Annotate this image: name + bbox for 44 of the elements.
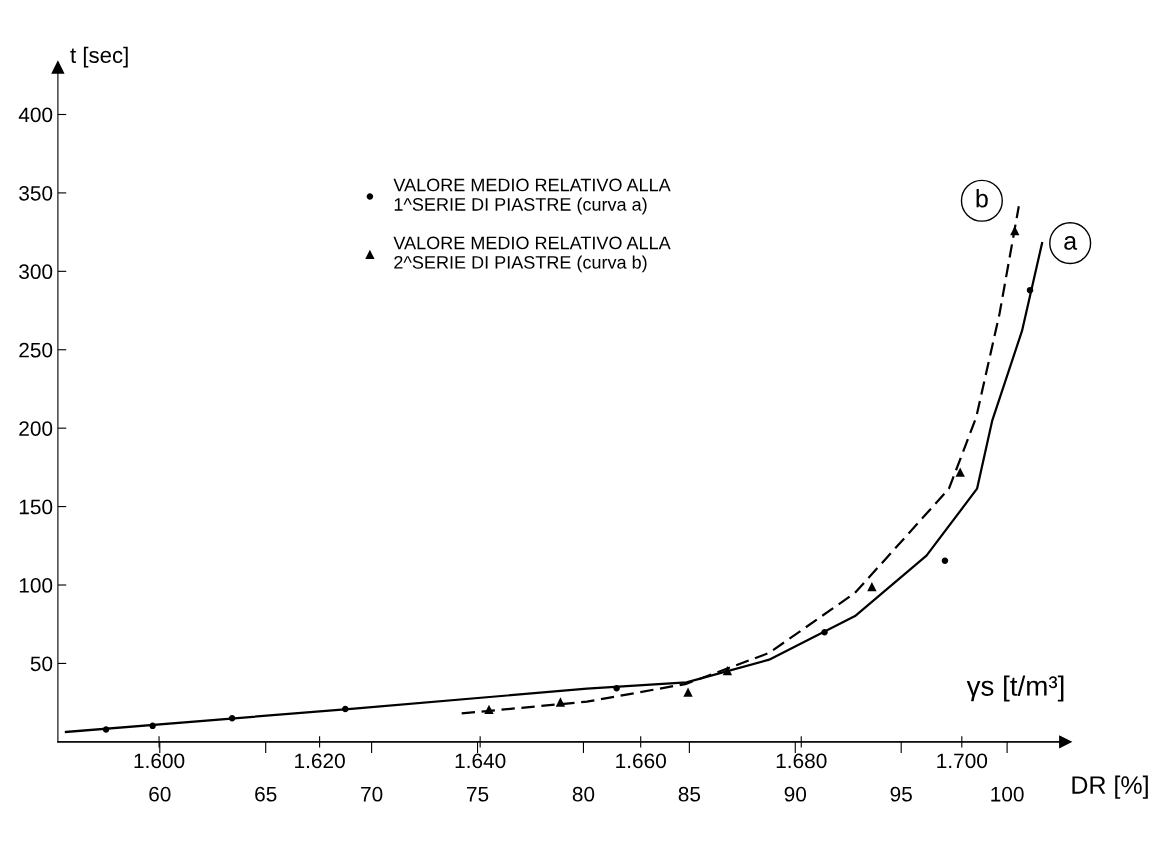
point [102,726,110,733]
point [722,665,733,676]
point [613,684,620,692]
legend-label: VALORE MEDIO RELATIVO ALLA 2^SERIE DI PIASTRE (curva b) [393,236,671,273]
y-tick-label: 250 [19,342,53,358]
y-tick-label: 300 [19,264,53,280]
y-tick-label: 150 [19,499,53,515]
x2-tick-label: 80 [572,786,595,802]
point [484,704,494,715]
x2-tick-label: 90 [784,786,807,802]
point [228,715,236,722]
x2-tick-label: 100 [991,786,1024,802]
y-axis-title: t [sec] [70,46,128,68]
point [1026,286,1034,294]
x2-tick-label: 85 [678,786,701,802]
point [867,581,877,592]
point [342,705,349,713]
x2-tick-label: 65 [255,786,277,802]
annotation: a [1064,236,1078,250]
x-tick-label: 1.640 [455,753,506,769]
legend-label: VALORE MEDIO RELATIVO ALLA 1^SERIE DI PIASTRE (curva a) [393,178,671,215]
point [821,628,828,636]
x-tick-label: 1.620 [295,753,345,769]
x-tick-label: 1.700 [937,753,988,769]
point [955,467,965,477]
point [941,557,949,564]
x-axis-title: γs [t/m³] [966,675,1064,702]
point [149,722,156,730]
x2-axis-title: DR [%] [1072,775,1148,799]
y-tick-label: 50 [30,656,53,672]
x2-tick-label: 75 [467,787,489,802]
y-tick-label: 200 [19,421,53,436]
x2-tick-label: 60 [149,786,171,802]
annotation: b [976,189,988,208]
x2-tick-label: 95 [890,786,912,802]
x-tick-label: 1.600 [134,753,185,769]
x-tick-label: 1.680 [776,753,827,769]
x-tick-label: 1.660 [616,753,666,769]
point [555,697,566,707]
y-tick-label: 100 [19,578,53,593]
point [683,687,693,697]
x2-tick-label: 70 [361,786,383,802]
y-tick-label: 400 [18,107,53,123]
y-tick-label: 350 [19,185,53,201]
